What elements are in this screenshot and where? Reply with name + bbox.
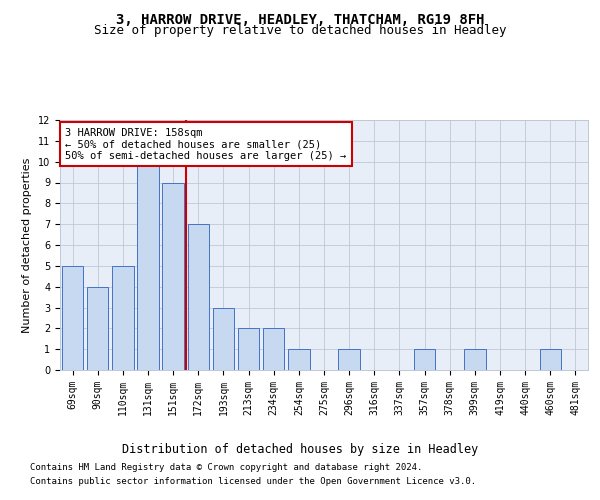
Bar (137, 162, 158, 370)
Text: Contains public sector information licensed under the Open Government Licence v3: Contains public sector information licen… (30, 477, 476, 486)
Text: Distribution of detached houses by size in Headley: Distribution of detached houses by size … (122, 442, 478, 456)
Bar (414, 349, 435, 370)
Bar (288, 349, 310, 370)
Bar (163, 182, 184, 370)
Bar (238, 328, 259, 370)
Bar (112, 266, 134, 370)
Text: Size of property relative to detached houses in Headley: Size of property relative to detached ho… (94, 24, 506, 37)
Bar (188, 224, 209, 370)
Y-axis label: Number of detached properties: Number of detached properties (22, 158, 32, 332)
Text: 3 HARROW DRIVE: 158sqm
← 50% of detached houses are smaller (25)
50% of semi-det: 3 HARROW DRIVE: 158sqm ← 50% of detached… (65, 128, 347, 160)
Bar (213, 308, 234, 370)
Text: Contains HM Land Registry data © Crown copyright and database right 2024.: Contains HM Land Registry data © Crown c… (30, 464, 422, 472)
Bar (87, 286, 109, 370)
Bar (62, 266, 83, 370)
Bar (464, 349, 485, 370)
Text: 3, HARROW DRIVE, HEADLEY, THATCHAM, RG19 8FH: 3, HARROW DRIVE, HEADLEY, THATCHAM, RG19… (116, 12, 484, 26)
Bar (338, 349, 360, 370)
Bar (539, 349, 561, 370)
Bar (263, 328, 284, 370)
